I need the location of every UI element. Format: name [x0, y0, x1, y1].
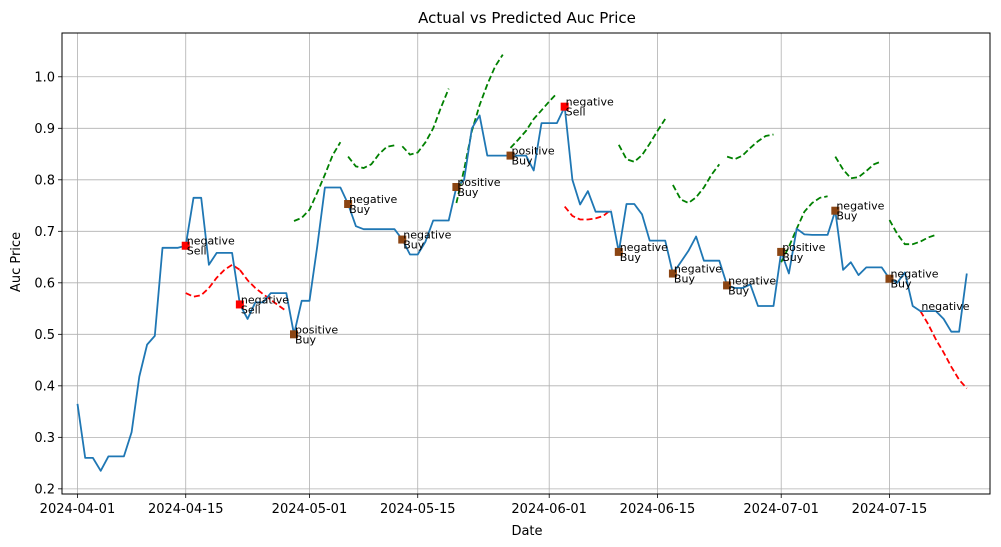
y-tick-label: 0.9	[34, 122, 55, 137]
buy-marker	[290, 330, 298, 339]
sentiment-label: negative	[566, 96, 614, 109]
y-tick-label: 0.7	[34, 225, 55, 240]
sentiment-label: negative	[187, 235, 235, 248]
predicted-positive-line	[347, 144, 395, 169]
action-label: Buy	[782, 251, 804, 264]
signal-markers	[181, 102, 894, 339]
sentiment-label: negative	[241, 293, 289, 306]
sentiment-label: negative	[349, 193, 397, 206]
sentiment-label: negative	[836, 200, 884, 213]
predicted-positive-line	[888, 219, 937, 246]
x-axis-ticks: 2024-04-01 2024-04-15 2024-05-01 2024-05-15…	[40, 494, 928, 517]
sentiment-label: negative	[890, 268, 938, 281]
y-tick-label: 0.3	[34, 431, 55, 446]
signal-annotations: negativeSellnegativeSellpositiveBuynegat…	[187, 96, 970, 347]
action-label: Buy	[403, 239, 425, 252]
predicted-negative-line	[239, 269, 287, 312]
buy-marker	[885, 274, 894, 283]
grid	[62, 33, 990, 494]
predicted-positive-line	[726, 133, 774, 161]
predicted-positive-line	[672, 163, 721, 205]
x-tick-label: 2024-06-15	[620, 502, 696, 517]
sentiment-label: negative	[674, 263, 722, 276]
sell-marker	[235, 300, 244, 309]
buy-marker	[831, 206, 840, 215]
x-axis-title: Date	[511, 524, 542, 539]
y-tick-label: 0.2	[34, 482, 55, 497]
predicted-positive-line	[293, 141, 342, 222]
sentiment-label: negative	[620, 241, 668, 254]
sentiment-label: positive	[457, 176, 500, 189]
sell-marker	[560, 102, 569, 111]
action-label: Buy	[512, 155, 534, 168]
actual-price-line	[76, 105, 968, 472]
x-tick-label: 2024-05-01	[272, 502, 348, 517]
action-label: Sell	[241, 303, 261, 316]
chart-title: Actual vs Predicted Auc Price	[418, 9, 636, 27]
action-label: Buy	[295, 333, 317, 346]
predicted-negative-line	[919, 310, 968, 389]
buy-marker	[614, 247, 623, 256]
action-label: Sell	[187, 245, 207, 258]
y-tick-label: 0.4	[34, 379, 55, 394]
sentiment-label: negative	[403, 229, 451, 242]
sentiment-label: positive	[295, 323, 338, 336]
action-label: Buy	[836, 210, 858, 223]
buy-marker	[344, 200, 353, 209]
buy-marker	[398, 235, 407, 244]
action-label: Buy	[457, 186, 479, 199]
predicted-positive-line	[509, 92, 558, 149]
action-label: Buy	[728, 284, 750, 297]
actual-series	[76, 105, 968, 472]
x-tick-label: 2024-04-01	[40, 502, 116, 517]
x-tick-label: 2024-05-15	[380, 502, 456, 517]
predicted-positive-line	[834, 156, 883, 180]
y-axis-title: Auc Price	[9, 232, 24, 292]
y-tick-label: 0.5	[34, 328, 55, 343]
predicted-negative-line	[185, 263, 241, 298]
buy-marker	[668, 269, 677, 278]
sentiment-label: positive	[512, 145, 555, 158]
action-label: Buy	[349, 203, 371, 216]
action-label: Buy	[674, 273, 696, 286]
action-label: Sell	[566, 106, 586, 119]
buy-marker	[452, 183, 461, 192]
y-axis-ticks: 0.2 0.3 0.4 0.5 0.6 0.7 0.8 0.9 1.0	[34, 70, 62, 497]
sentiment-label: negative	[728, 274, 776, 287]
predicted-positive-line	[780, 195, 828, 263]
y-tick-label: 0.6	[34, 276, 55, 291]
sentiment-label: positive	[782, 241, 825, 254]
predicted-positive-line	[618, 118, 666, 163]
action-label: Buy	[890, 278, 912, 291]
buy-marker	[777, 247, 786, 256]
predicted-positive-line	[401, 88, 450, 156]
sell-marker	[181, 241, 190, 250]
y-tick-label: 1.0	[34, 70, 55, 85]
plot-frame	[61, 32, 991, 495]
x-tick-label: 2024-07-15	[852, 502, 928, 517]
y-tick-label: 0.8	[34, 173, 55, 188]
buy-marker	[723, 281, 732, 290]
x-tick-label: 2024-06-01	[511, 502, 587, 517]
sentiment-label: negative	[921, 300, 969, 313]
predicted-positive-line	[455, 54, 504, 204]
predicted-negative-line	[564, 206, 612, 221]
x-tick-label: 2024-07-01	[743, 502, 819, 517]
action-label: Buy	[620, 251, 642, 264]
buy-marker	[506, 151, 515, 160]
x-tick-label: 2024-04-15	[148, 502, 224, 517]
predicted-series	[185, 54, 968, 389]
